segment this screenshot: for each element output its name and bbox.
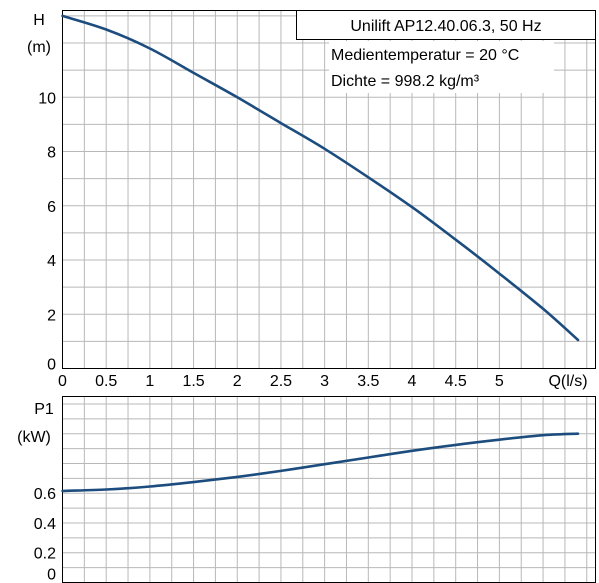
power-axis-unit: (kW)	[17, 429, 51, 446]
flow-x-tick-label: 1	[145, 373, 154, 390]
power-curve-line	[61, 432, 580, 493]
power-y-tick-label: 0.4	[34, 516, 56, 533]
head-y-tick-labels: 0 2 4 6 8 10	[38, 90, 56, 373]
power-plot-frame	[62, 396, 596, 583]
head-y-tick-label: 0	[47, 357, 56, 374]
legend: Unilift AP12.40.06.3, 50 Hz Medientemper…	[296, 10, 596, 93]
flow-x-tick-label: 3	[320, 373, 329, 390]
head-curve-line	[61, 14, 580, 342]
head-chart: 0 2 4 6 8 10 0 0.5 1 1.5 2 2.5 3 3.5 4 4.5 5 H (m) Q(l/…	[27, 10, 596, 390]
head-y-tick-label: 4	[47, 253, 56, 270]
power-y-tick-label: 0.6	[34, 486, 56, 503]
head-y-tick-label: 10	[38, 90, 56, 107]
flow-x-tick-label: 4.5	[445, 373, 467, 390]
power-grid	[62, 396, 596, 583]
legend-title: Unilift AP12.40.06.3, 50 Hz	[350, 18, 541, 35]
flow-x-tick-label: 4	[408, 373, 417, 390]
flow-x-tick-label: 5	[495, 373, 504, 390]
power-y-tick-label: 0	[47, 567, 56, 583]
legend-density: Dichte = 998.2 kg/m³	[331, 73, 480, 90]
flow-x-tick-label: 2	[233, 373, 242, 390]
flow-x-tick-label: 3.5	[357, 373, 379, 390]
head-y-tick-label: 2	[47, 307, 56, 324]
power-y-tick-label: 0.2	[34, 546, 56, 563]
head-axis-label: H	[33, 12, 45, 29]
power-y-tick-labels: 0 0.2 0.4 0.6	[34, 486, 56, 583]
flow-axis-label: Q(l/s)	[548, 373, 587, 390]
legend-title-box	[296, 10, 596, 40]
flow-x-tick-label: 0.5	[95, 373, 117, 390]
head-y-tick-label: 6	[47, 199, 56, 216]
power-axis-label: P1	[34, 401, 54, 418]
legend-medium-temperature: Medientemperatur = 20 °C	[331, 47, 519, 64]
flow-x-tick-labels: 0 0.5 1 1.5 2 2.5 3 3.5 4 4.5 5	[58, 373, 504, 390]
flow-x-tick-label: 1.5	[182, 373, 204, 390]
head-axis-unit: (m)	[27, 39, 51, 56]
flow-x-tick-label: 2.5	[270, 373, 292, 390]
head-y-tick-label: 8	[47, 145, 56, 162]
legend-info-box	[329, 41, 554, 93]
power-chart: 0 0.2 0.4 0.6 P1 (kW)	[17, 396, 596, 583]
head-grid	[62, 10, 596, 369]
flow-x-tick-label: 0	[58, 373, 67, 390]
